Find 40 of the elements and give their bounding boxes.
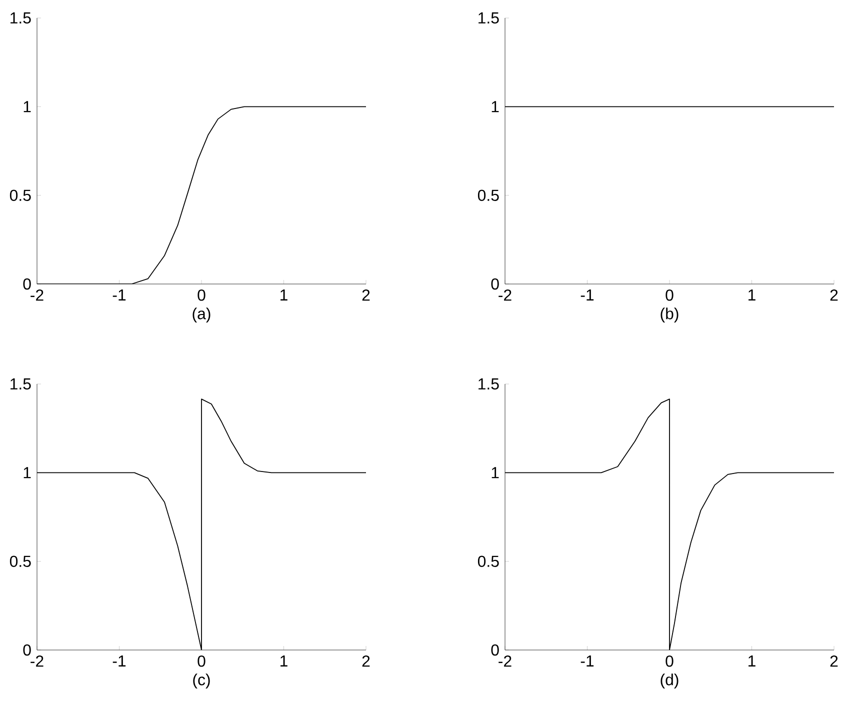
y-tick-label: 0 — [23, 644, 31, 656]
x-tick-label: 0 — [198, 656, 206, 667]
x-tick-label: -2 — [30, 290, 44, 301]
x-tick-label: -2 — [30, 656, 44, 667]
x-tick-label: 2 — [830, 290, 838, 301]
x-tick-label: -2 — [498, 656, 512, 667]
x-axis-title: (d) — [660, 674, 678, 688]
x-tick-label: 0 — [666, 290, 674, 301]
y-tick-label: 0 — [491, 644, 499, 656]
y-tick-label: 0 — [23, 278, 31, 290]
y-tick-label: 1.5 — [478, 12, 499, 24]
x-axis-title: (c) — [193, 674, 210, 688]
y-tick-label: 1 — [24, 101, 31, 112]
x-tick-label: -1 — [112, 290, 126, 300]
x-tick-label: 1 — [748, 656, 756, 666]
y-tick-label: 0.5 — [10, 556, 31, 567]
y-tick-label: 1.5 — [10, 12, 31, 24]
y-tick-label: 0.5 — [10, 190, 31, 201]
x-tick-label: 2 — [362, 290, 370, 301]
x-tick-label: 1 — [280, 656, 288, 666]
x-tick-label: -1 — [580, 656, 594, 666]
y-tick-label: 0.5 — [478, 190, 499, 201]
y-tick-label: 1.5 — [478, 378, 499, 390]
x-tick-label: 0 — [666, 656, 674, 667]
x-tick-label: 2 — [362, 656, 370, 667]
x-tick-label: 0 — [198, 290, 206, 301]
y-tick-label: 1.5 — [10, 378, 31, 390]
y-tick-label: 1 — [492, 101, 499, 112]
x-axis-title: (a) — [192, 308, 210, 322]
x-tick-label: -2 — [498, 290, 512, 301]
x-tick-label: 2 — [830, 656, 838, 667]
x-axis-title: (b) — [660, 308, 678, 322]
y-tick-label: 1 — [492, 467, 499, 478]
y-tick-label: 0.5 — [478, 556, 499, 567]
x-tick-label: -1 — [112, 656, 126, 666]
x-tick-label: 1 — [748, 290, 756, 300]
y-tick-label: 1 — [24, 467, 31, 478]
x-tick-label: 1 — [280, 290, 288, 300]
y-tick-label: 0 — [491, 278, 499, 290]
x-tick-label: -1 — [580, 290, 594, 300]
